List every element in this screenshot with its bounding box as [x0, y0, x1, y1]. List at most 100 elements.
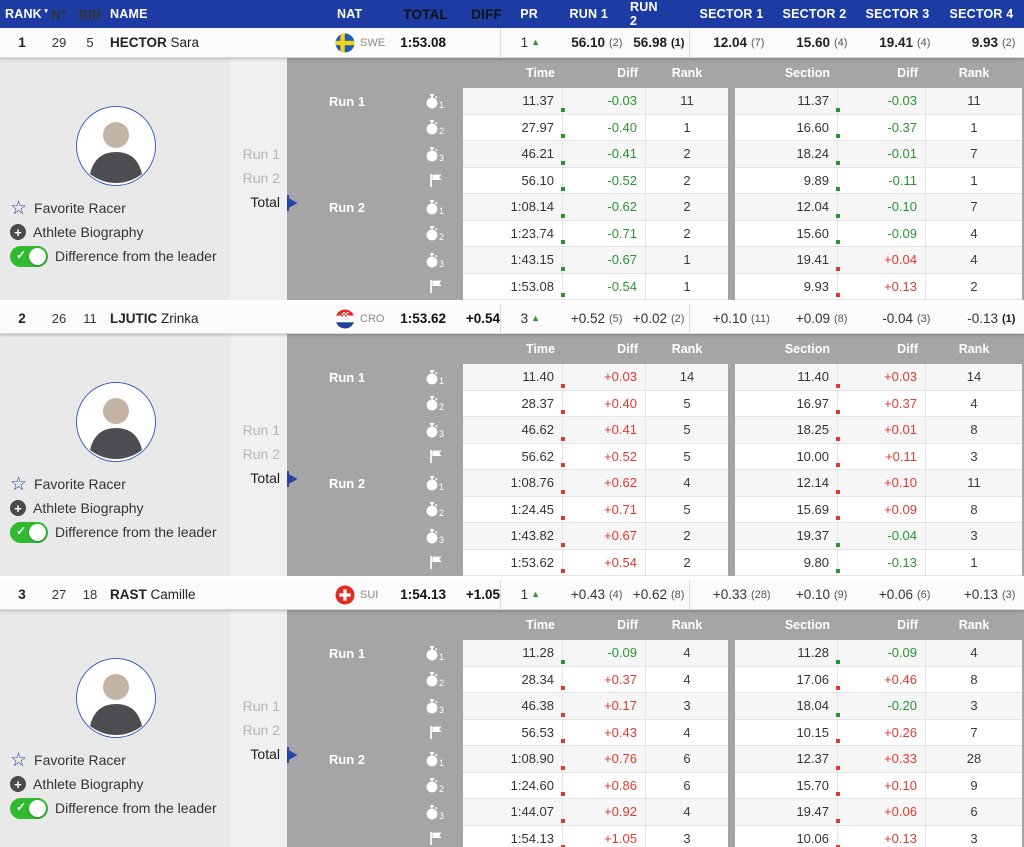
difference-toggle[interactable]: ✓	[10, 797, 48, 819]
sector3-cell: 19.41 (4)	[879, 35, 931, 50]
time-cell: 46.38	[463, 693, 565, 720]
sector1-cell: +0.10 (11)	[712, 311, 770, 326]
header-diff[interactable]: DIFF	[471, 6, 502, 22]
racer-summary-row[interactable]: 1 29 5 HECTOR Sara SWE 1:53.08 1 ▲ 56.10(…	[0, 28, 1024, 58]
section-rank-cell: 3	[926, 693, 1022, 720]
racer-name[interactable]: HECTOR Sara	[110, 35, 200, 50]
plus-icon[interactable]: +	[10, 776, 26, 792]
stopwatch-2-icon: 2	[407, 667, 463, 694]
racer-block: 2 26 11 LJUTIC Zrinka CRO 1:53.62 +0.54 …	[0, 304, 1024, 576]
group-gap	[728, 826, 735, 847]
group-gap	[728, 799, 735, 826]
header-total[interactable]: TOTAL	[403, 6, 448, 22]
split-times-table: Time Diff Rank Section Diff Rank Run 1 1…	[287, 58, 1024, 300]
time-cell: 28.34	[463, 666, 565, 693]
split-row: 2 27.97 -0.40 1 16.60 -0.37 1	[287, 114, 1022, 142]
section-cell: 11.28	[735, 640, 840, 667]
diff-cell: +0.40	[563, 390, 646, 417]
stopwatch-3-icon: 3	[407, 141, 463, 168]
header-nat[interactable]: NAT	[337, 7, 363, 21]
diff-cell: -0.09	[563, 640, 646, 667]
header-sector2[interactable]: SECTOR 2	[782, 7, 847, 21]
group-gap	[728, 667, 735, 694]
header-run2[interactable]: RUN 2	[630, 0, 658, 28]
time-cell: 1:53.62	[463, 549, 565, 576]
sector4-cell: +0.13 (3)	[963, 587, 1016, 602]
selector-total[interactable]: Total	[230, 466, 298, 490]
star-icon[interactable]: ☆	[10, 473, 28, 495]
run-label	[287, 799, 407, 826]
time-cell: 1:43.82	[463, 523, 565, 550]
run-label	[287, 497, 407, 524]
racer-summary-row[interactable]: 3 27 18 RAST Camille SUI 1:54.13 +1.05 1…	[0, 580, 1024, 610]
plus-icon[interactable]: +	[10, 224, 26, 240]
selector-run1[interactable]: Run 1	[242, 698, 280, 714]
run-label: Run 1	[328, 645, 366, 661]
view-selector: Run 1 Run 2 Total	[230, 58, 298, 300]
athlete-photo	[76, 106, 156, 186]
header-bib[interactable]: BIB	[78, 6, 102, 22]
stopwatch-2-icon: 2	[407, 773, 463, 800]
athlete-biography-option[interactable]: + Athlete Biography	[10, 772, 224, 796]
nation-cell: SUI	[332, 585, 392, 605]
section-rank-cell: 3	[926, 443, 1022, 470]
diff-cell: -0.67	[563, 247, 646, 274]
split-row: Run 2 1 1:08.76 +0.62 4 12.14 +0.10 11	[287, 470, 1022, 497]
star-icon[interactable]: ☆	[10, 197, 28, 219]
selector-run1[interactable]: Run 1	[242, 422, 280, 438]
star-icon[interactable]: ☆	[10, 749, 28, 771]
favorite-racer-option[interactable]: ☆ Favorite Racer	[10, 197, 126, 219]
favorite-racer-option[interactable]: ☆ Favorite Racer	[10, 749, 126, 771]
section-diff-cell: -0.20	[838, 693, 926, 720]
run-label	[287, 550, 407, 577]
athlete-biography-option[interactable]: + Athlete Biography	[10, 220, 224, 244]
section-diff-cell: -0.37	[838, 114, 926, 141]
header-pr[interactable]: PR	[520, 7, 538, 21]
selector-run2[interactable]: Run 2	[242, 722, 280, 738]
run2-cell: +0.02 (2)	[632, 311, 685, 326]
difference-toggle[interactable]: ✓	[10, 521, 48, 543]
pr-up-icon: ▲	[531, 37, 540, 47]
run-label	[287, 523, 407, 550]
view-selector: Run 1 Run 2 Total	[230, 334, 298, 576]
group-gap	[728, 115, 735, 142]
group-gap	[728, 470, 735, 497]
selector-run1[interactable]: Run 1	[242, 146, 280, 162]
stopwatch-3-icon: 3	[407, 417, 463, 444]
time-cell: 1:08.14	[463, 194, 565, 221]
pr-up-icon: ▲	[531, 589, 540, 599]
section-cell: 19.47	[735, 799, 840, 826]
racer-name[interactable]: LJUTIC Zrinka	[110, 311, 199, 326]
diff-cell: +0.41	[563, 417, 646, 444]
finish-flag-icon	[407, 444, 463, 471]
split-row: 56.53 +0.43 4 10.15 +0.26 7	[287, 719, 1022, 746]
header-sector4[interactable]: SECTOR 4	[949, 7, 1014, 21]
header-sector3[interactable]: SECTOR 3	[865, 7, 930, 21]
section-diff-cell: +0.11	[838, 443, 926, 470]
header-run1[interactable]: RUN 1	[569, 7, 608, 21]
rank-cell: 1	[646, 273, 728, 300]
split-row: 3 46.21 -0.41 2 18.24 -0.01 7	[287, 141, 1022, 168]
header-sector1[interactable]: SECTOR 1	[699, 7, 764, 21]
header-no[interactable]: N°	[51, 6, 67, 22]
selector-total[interactable]: Total	[230, 742, 298, 766]
section-cell: 19.41	[735, 247, 840, 274]
column-divider	[500, 580, 501, 609]
section-diff-cell: -0.03	[838, 88, 926, 115]
athlete-biography-option[interactable]: + Athlete Biography	[10, 496, 224, 520]
selector-run2[interactable]: Run 2	[242, 170, 280, 186]
selector-run2[interactable]: Run 2	[242, 446, 280, 462]
selector-total[interactable]: Total	[230, 190, 298, 214]
header-rank[interactable]: RANK▼	[5, 7, 50, 21]
header-name[interactable]: NAME	[110, 7, 148, 21]
racer-summary-row[interactable]: 2 26 11 LJUTIC Zrinka CRO 1:53.62 +0.54 …	[0, 304, 1024, 334]
difference-toggle[interactable]: ✓	[10, 245, 48, 267]
racer-name[interactable]: RAST Camille	[110, 587, 196, 602]
rank-value: 2	[18, 311, 26, 326]
position-change-cell: 1 ▲	[520, 587, 540, 602]
plus-icon[interactable]: +	[10, 500, 26, 516]
favorite-racer-option[interactable]: ☆ Favorite Racer	[10, 473, 126, 495]
section-cell: 16.60	[735, 114, 840, 141]
group-gap	[728, 247, 735, 274]
group-gap	[728, 417, 735, 444]
